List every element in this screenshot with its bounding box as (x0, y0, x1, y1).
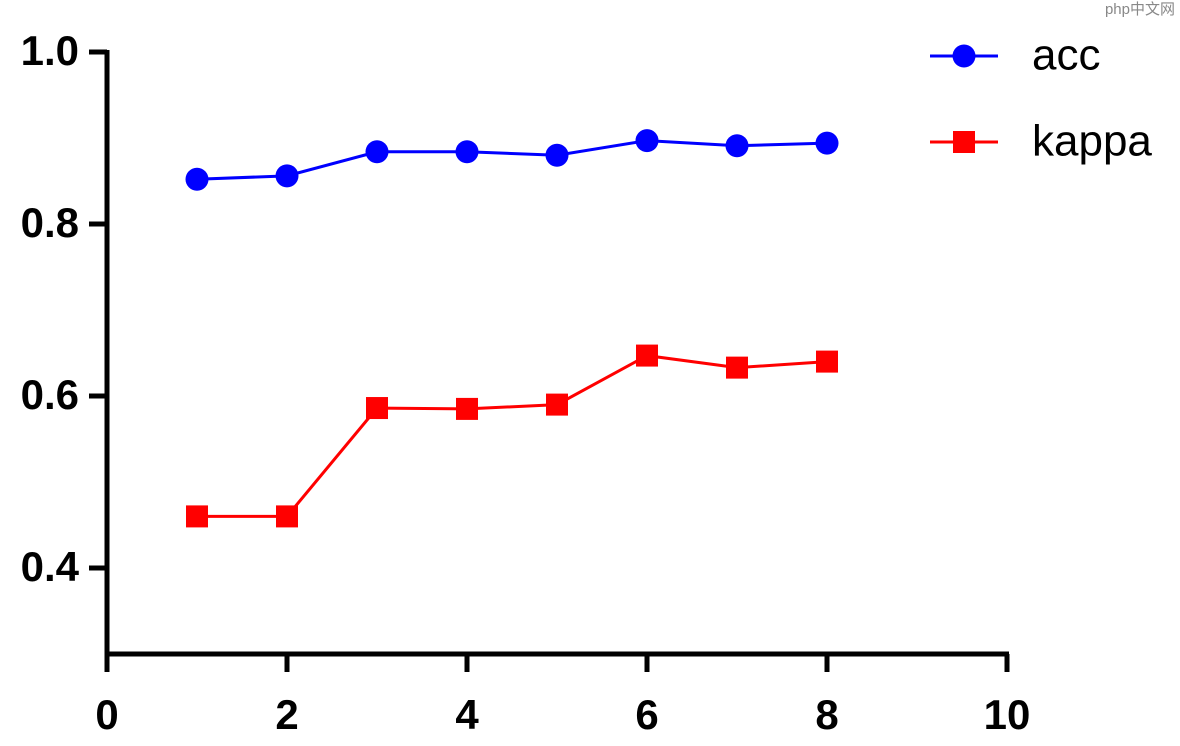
marker (366, 397, 388, 420)
marker (275, 164, 299, 188)
marker (276, 505, 298, 528)
x-tick-label: 6 (635, 691, 658, 738)
marker (545, 143, 569, 167)
watermark: php中文网 (1105, 1, 1175, 18)
marker (953, 131, 975, 153)
y-tick-label: 0.6 (21, 371, 79, 418)
legend-label: acc (1032, 31, 1100, 80)
x-tick-label: 8 (815, 691, 838, 738)
marker (186, 505, 208, 528)
x-tick-label: 0 (95, 691, 118, 738)
marker (456, 397, 478, 420)
x-tick-label: 10 (984, 691, 1031, 738)
x-tick-label: 4 (455, 691, 479, 738)
series-line (197, 354, 828, 518)
legend-label: kappa (1032, 117, 1152, 166)
marker (185, 167, 209, 191)
series-line (196, 139, 828, 181)
y-tick-label: 0.8 (21, 199, 79, 246)
marker (636, 344, 658, 367)
marker (635, 129, 659, 153)
marker (455, 140, 479, 164)
marker (365, 140, 389, 164)
y-tick-label: 0.4 (21, 543, 80, 590)
marker (725, 134, 749, 158)
marker (546, 393, 568, 416)
x-tick-label: 2 (275, 691, 298, 738)
marker (816, 350, 838, 373)
marker (815, 131, 839, 155)
y-tick-label: 1.0 (21, 27, 79, 74)
marker (726, 356, 748, 379)
marker (952, 44, 976, 68)
